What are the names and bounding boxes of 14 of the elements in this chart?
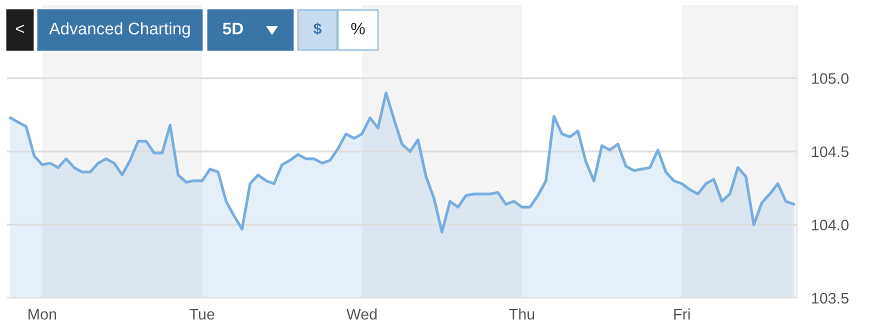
y-tick-label: 104.5 <box>812 146 848 158</box>
annotation: % <box>351 22 365 34</box>
y-tick-label: 104.0 <box>812 220 849 230</box>
annotation: $ <box>313 22 322 36</box>
annotation: 5D <box>222 22 243 34</box>
y-tick-label: 105.0 <box>812 73 849 84</box>
x-tick-label: Wed <box>346 308 377 320</box>
annotation: Advanced Charting <box>49 22 190 38</box>
annotation: < <box>16 24 24 34</box>
x-tick-label: Mon <box>28 308 56 320</box>
x-tick-label: Tue <box>190 308 214 320</box>
y-tick-label: 103.5 <box>812 292 848 304</box>
x-tick-label: Thu <box>509 308 534 320</box>
x-tick-label: Fri <box>674 308 690 320</box>
